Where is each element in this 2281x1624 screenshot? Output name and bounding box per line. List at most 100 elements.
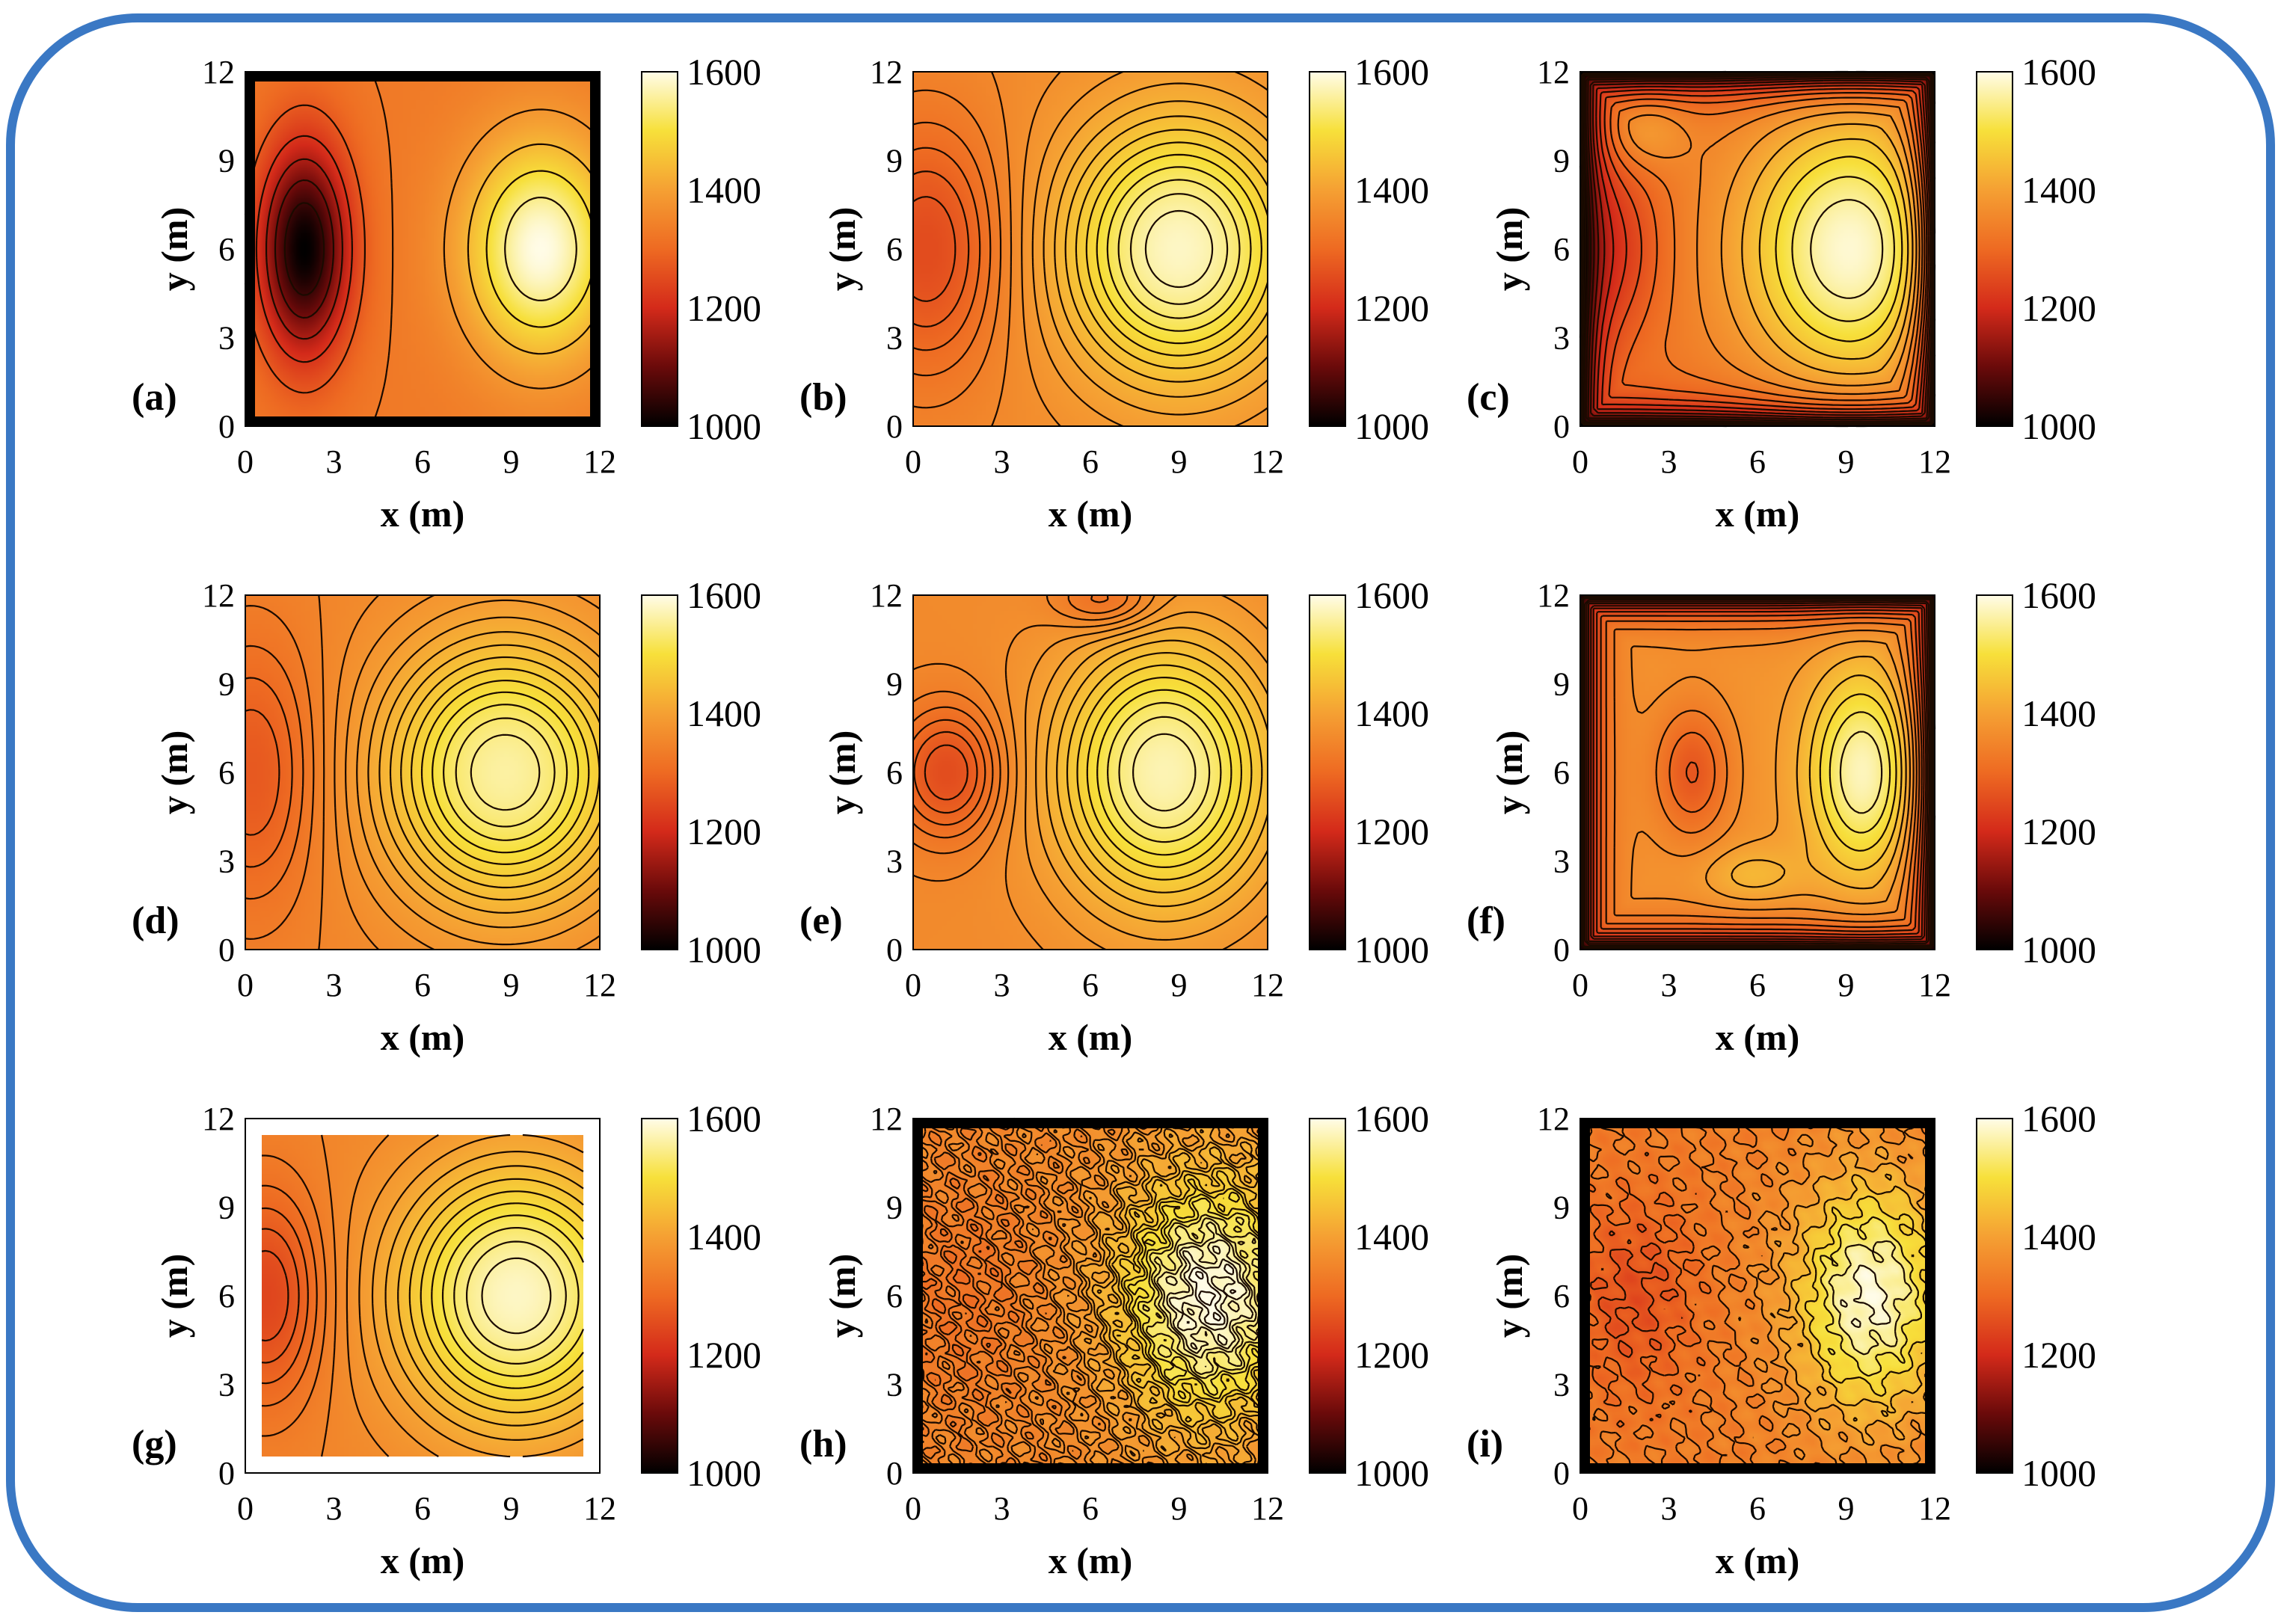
y-tick-label: 3	[218, 320, 235, 357]
axes-box	[245, 1118, 601, 1474]
contour-level	[1106, 166, 1252, 332]
x-tick-label: 0	[905, 443, 921, 480]
y-tick-label: 3	[886, 320, 903, 357]
contour-level	[358, 1134, 439, 1457]
contour-level	[912, 1151, 1024, 1431]
y-tick-label: 12	[1537, 54, 1570, 90]
x-tick-label: 12	[583, 967, 616, 1003]
contour-level	[912, 89, 1002, 409]
colorbar-tick-label: 1400	[2021, 692, 2096, 734]
x-tick-label: 3	[326, 443, 343, 480]
x-tick-label: 12	[1251, 967, 1284, 1003]
contour-level	[1129, 193, 1229, 305]
y-tick-label: 3	[1553, 843, 1570, 880]
axes-box	[912, 1118, 1268, 1474]
y-tick-label: 9	[218, 143, 235, 179]
y-tick-label: 9	[886, 666, 903, 703]
contour-level	[504, 197, 577, 301]
x-tick-label: 3	[994, 443, 1010, 480]
contour-level	[1064, 115, 1268, 383]
contour-level	[470, 733, 541, 811]
panel-a: 0 3 6 9 12 0 3 6 9 12 x (m) y (m) (a) 1000 1200 1400 160…	[132, 51, 761, 535]
y-axis-label: y (m)	[1488, 1254, 1530, 1338]
y-tick-label: 3	[886, 1367, 903, 1403]
x-tick-label: 9	[1171, 1490, 1188, 1527]
colorbar-tick-label: 1000	[687, 405, 761, 447]
contour-level	[378, 631, 601, 914]
contour-level	[1156, 1221, 1257, 1368]
contour-level	[455, 717, 556, 828]
contour-level	[321, 1134, 337, 1457]
colorbar-tick-label: 1600	[2021, 51, 2096, 93]
y-tick-label: 9	[218, 666, 235, 703]
contour-level	[1579, 1151, 1712, 1430]
colorbar-tick-label: 1200	[2021, 811, 2096, 852]
contour-level	[283, 202, 325, 296]
tick-labels: 0 3 6 9 12 0 3 6 9 12	[1537, 1101, 1951, 1527]
heatmap-border	[912, 1118, 1268, 1474]
y-axis-label: y (m)	[821, 207, 863, 291]
y-tick-label: 12	[870, 54, 903, 90]
axes-box	[1579, 594, 1935, 950]
colorbar-bar	[641, 71, 678, 427]
contour-level	[1096, 689, 1232, 856]
panel-label: (a)	[132, 376, 177, 419]
x-tick-label: 0	[237, 443, 254, 480]
contour-level	[432, 691, 580, 854]
y-tick-label: 6	[886, 754, 903, 791]
contour-level	[371, 1134, 584, 1458]
contour-level	[318, 594, 325, 950]
contour-level	[912, 170, 970, 327]
contour-level	[1153, 1217, 1265, 1376]
tick-labels: 0 3 6 9 12 0 3 6 9 12	[202, 577, 616, 1003]
contour-level	[924, 744, 968, 801]
contour-level	[443, 704, 568, 841]
panel-label: (e)	[799, 899, 843, 942]
colorbar-tick-label: 1600	[687, 1098, 761, 1139]
y-tick-label: 9	[886, 143, 903, 179]
contour-level	[274, 179, 334, 319]
y-tick-label: 0	[886, 408, 903, 445]
colorbar: 1000 1200 1400 1600	[1309, 51, 1429, 447]
x-tick-label: 0	[237, 967, 254, 1003]
colorbar-tick-label: 1400	[687, 169, 761, 211]
contour-level	[265, 158, 343, 340]
y-tick-label: 3	[886, 843, 903, 880]
x-tick-label: 6	[1082, 1490, 1099, 1527]
colorbar-tick-label: 1200	[1354, 1334, 1429, 1376]
x-tick-label: 6	[1082, 967, 1099, 1003]
colorbar: 1000 1200 1400 1600	[1976, 574, 2096, 971]
contour-level	[356, 599, 601, 946]
y-tick-label: 12	[1537, 577, 1570, 614]
contour-level	[420, 1190, 584, 1401]
y-axis-label: y (m)	[1488, 207, 1530, 291]
y-axis-label: y (m)	[1488, 731, 1530, 814]
x-tick-label: 6	[1082, 443, 1099, 480]
y-tick-label: 12	[202, 577, 235, 614]
colorbar-bar	[1976, 594, 2013, 950]
contour-level	[261, 1184, 318, 1407]
contour-level	[1840, 1264, 1891, 1329]
colorbar-tick-label: 1200	[687, 287, 761, 329]
contour-level	[1132, 733, 1197, 812]
x-tick-label: 6	[1749, 443, 1766, 480]
contour-level	[1004, 594, 1155, 950]
contour-level	[245, 709, 280, 836]
contour-lines	[244, 71, 601, 427]
y-tick-label: 0	[886, 1455, 903, 1492]
contour-level	[1043, 82, 1268, 416]
tick-labels: 0 3 6 9 12 0 3 6 9 12	[1537, 54, 1951, 480]
axes-box	[912, 594, 1268, 950]
contour-level	[384, 1151, 584, 1441]
x-tick-label: 6	[414, 967, 431, 1003]
y-tick-label: 12	[1537, 1101, 1570, 1137]
contour-level	[411, 668, 601, 877]
contour-level	[431, 1202, 584, 1389]
contour-level	[245, 605, 315, 940]
y-tick-label: 6	[1553, 1278, 1570, 1314]
axes-box	[245, 71, 601, 427]
contour-lines	[1580, 595, 1936, 950]
x-tick-label: 12	[583, 1490, 616, 1527]
tick-labels: 0 3 6 9 12 0 3 6 9 12	[1537, 577, 1951, 1003]
contour-level	[1630, 630, 1915, 916]
